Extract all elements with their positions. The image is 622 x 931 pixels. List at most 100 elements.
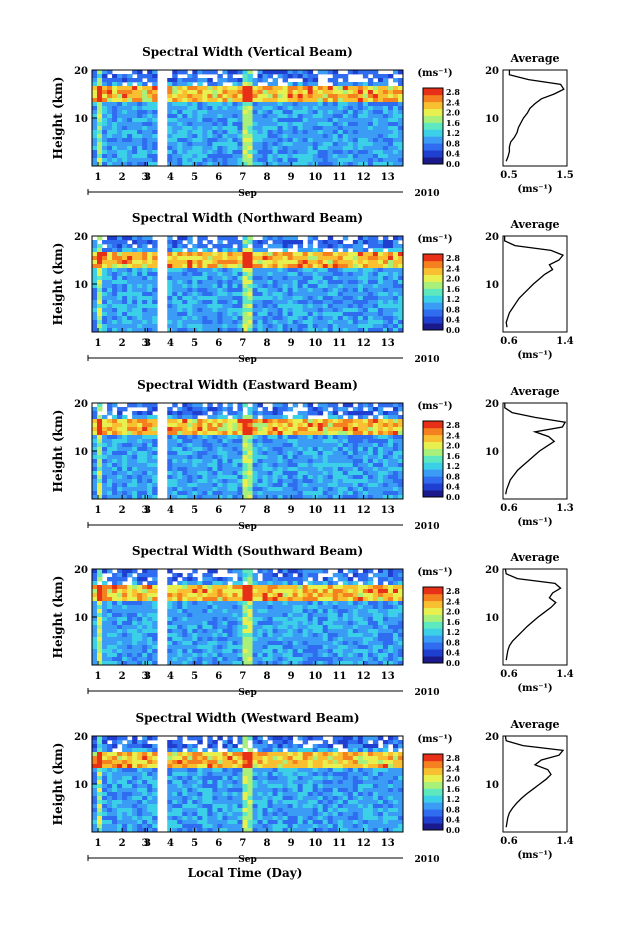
heatmap-cell [237,467,243,472]
heatmap-cell [397,403,404,408]
heatmap-cell [302,495,309,500]
heatmap-cell [257,276,263,281]
heatmap-cell [277,106,284,111]
heatmap-cell [107,130,113,135]
heatmap-cell [227,471,233,476]
heatmap-cell [392,130,399,135]
heatmap-cell [387,256,394,261]
heatmap-cell [372,415,379,420]
heatmap-cell [272,276,278,281]
heatmap-cell [387,431,394,436]
heatmap-cell [297,280,304,285]
heatmap-cell [137,633,143,638]
heatmap-cell [337,328,344,333]
heatmap [92,236,404,333]
heatmap-cell [177,589,183,594]
month-label: Sep [238,189,257,199]
heatmap-cell [197,134,203,139]
heatmap-cell [187,593,193,598]
heatmap-cell [232,617,238,622]
heatmap-cell [132,316,138,321]
heatmap-cell [377,74,384,79]
heatmap-cell [227,411,233,416]
heatmap-cell [152,106,158,111]
heatmap-cell [112,122,118,127]
heatmap-cell [337,260,344,265]
heatmap-cell [312,154,319,159]
heatmap-cell [97,82,103,87]
heatmap-cell [257,260,263,265]
heatmap-cell [317,90,324,95]
heatmap-cell [177,601,183,606]
x-tick-label: 9 [288,172,295,183]
heatmap-cell [287,138,294,143]
heatmap-cell [397,308,404,313]
heatmap-cell [362,98,369,103]
heatmap-cell [242,82,248,87]
heatmap-cell [347,82,354,87]
heatmap-cell [117,439,123,444]
heatmap-cell [312,324,319,329]
heatmap-cell [147,98,153,103]
heatmap-cell [372,427,379,432]
heatmap-cell [347,244,354,249]
heatmap-cell [132,569,138,574]
heatmap-cell [337,300,344,305]
heatmap-cell [357,328,364,333]
heatmap-cell [322,451,329,456]
heatmap-cell [122,90,128,95]
heatmap-cell [242,158,248,163]
heatmap-cell [342,110,349,115]
heatmap-cell [337,475,344,480]
heatmap-cell [332,455,339,460]
heatmap-cell [267,276,273,281]
heatmap-cell [217,292,223,297]
average-y-tick-label: 10 [485,114,499,125]
heatmap-cell [202,320,208,325]
heatmap-cell [117,407,123,412]
heatmap-cell [147,308,153,313]
heatmap-cell [252,248,258,253]
heatmap-cell [112,110,118,115]
heatmap-cell [212,577,218,582]
heatmap-cell [97,296,103,301]
heatmap-cell [202,577,208,582]
heatmap-cell [142,308,148,313]
heatmap-cell [217,106,223,111]
heatmap-cell [107,284,113,289]
heatmap-cell [362,475,369,480]
heatmap-cell [207,577,213,582]
heatmap-cell [277,146,284,151]
heatmap-cell [322,487,329,492]
heatmap-cell [187,150,193,155]
heatmap-cell [387,122,394,127]
heatmap-cell [267,475,273,480]
heatmap-cell [377,162,384,167]
heatmap-cell [322,264,329,269]
heatmap-cell [367,439,374,444]
heatmap-cell [312,138,319,143]
heatmap-cell [262,94,268,99]
heatmap-cell [172,487,178,492]
heatmap-cell [342,288,349,293]
heatmap-cell [312,483,319,488]
heatmap-cell [297,495,304,500]
heatmap-cell [197,288,203,293]
heatmap-cell [312,146,319,151]
heatmap-cell [322,292,329,297]
heatmap-cell [252,280,258,285]
heatmap-cell [267,146,273,151]
heatmap-cell [227,613,233,618]
heatmap-cell [167,244,173,249]
heatmap-cell [287,260,294,265]
heatmap-cell [237,569,243,574]
heatmap-cell [172,605,178,610]
heatmap-cell [222,308,228,313]
heatmap-cell [247,236,253,241]
heatmap-cell [182,407,188,412]
heatmap-cell [222,589,228,594]
heatmap-cell [202,292,208,297]
heatmap-cell [202,637,208,642]
heatmap-cell [197,146,203,151]
heatmap-cell [297,471,304,476]
